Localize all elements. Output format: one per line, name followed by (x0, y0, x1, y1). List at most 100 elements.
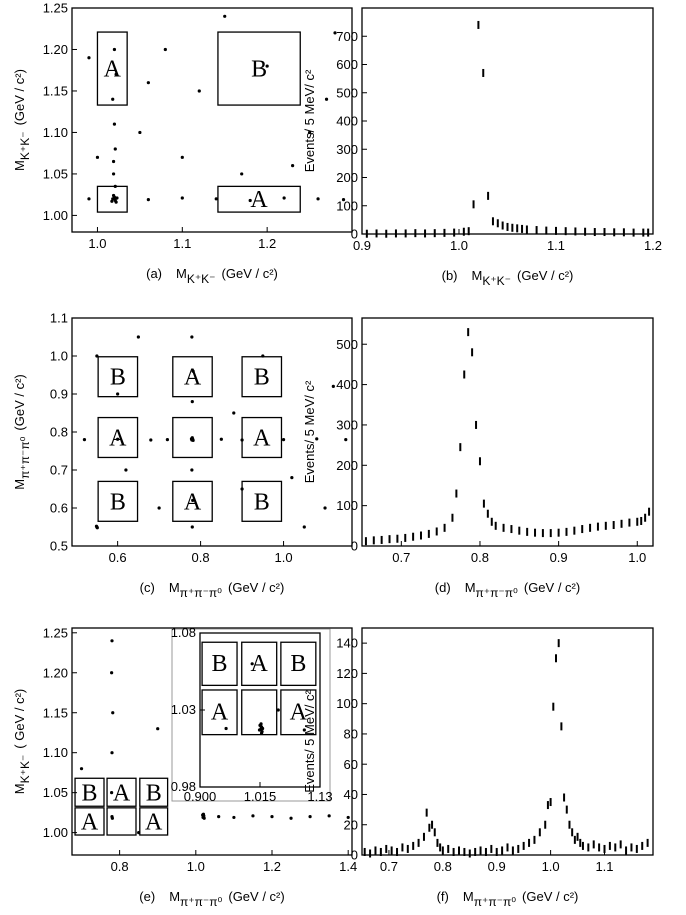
data-point (544, 820, 547, 829)
region-box (139, 777, 169, 807)
data-point (428, 823, 431, 832)
scatter-point (95, 155, 100, 159)
data-point (372, 536, 375, 545)
data-point (484, 847, 487, 856)
axis-unit: (GeV / c²) (522, 889, 578, 904)
scatter-point (87, 56, 91, 60)
data-point (439, 843, 442, 852)
data-point (396, 534, 399, 543)
panel-label: (e) (139, 889, 155, 904)
scatter-point (261, 726, 265, 731)
axis-subscript: π⁺π⁻π⁰ (474, 895, 517, 909)
scatter-point (146, 81, 150, 85)
data-point (417, 838, 420, 847)
scatter-point (281, 438, 286, 442)
data-point (380, 535, 383, 544)
x-tick-label: 1.1 (595, 859, 613, 874)
data-point (614, 843, 617, 852)
data-point (516, 224, 519, 233)
axis-title: M (465, 580, 476, 595)
data-point (573, 835, 576, 844)
data-point (401, 843, 404, 852)
y-tick-label: 120 (336, 666, 358, 681)
data-point (363, 847, 366, 856)
y-tick-label: 500 (336, 85, 358, 100)
y-tick-label: 80 (344, 726, 358, 741)
y-tick-label: 700 (336, 29, 358, 44)
data-point (385, 229, 388, 238)
scatter-point (191, 498, 195, 502)
region-box (217, 31, 301, 106)
xlabel: (f) Mπ⁺π⁻π⁰ (GeV / c²) (437, 889, 579, 909)
xlabel: (e) Mπ⁺π⁻π⁰ (GeV / c²) (139, 889, 284, 909)
scatter-point (344, 438, 348, 442)
region-box (217, 185, 301, 213)
y-tick-label: 1.10 (43, 125, 68, 140)
y-tick-label: 300 (336, 142, 358, 157)
region-label: A (104, 57, 122, 83)
data-point (436, 838, 439, 847)
y-tick-label: 0 (351, 539, 358, 554)
panel-label: (b) (442, 268, 458, 283)
axis-unit: (GeV / c²) (517, 268, 573, 283)
data-point (375, 229, 378, 238)
data-point (479, 846, 482, 855)
x-tick-label: 1.13 (307, 789, 332, 804)
data-point (635, 844, 638, 853)
scatter-point (240, 487, 244, 491)
data-point (620, 519, 623, 528)
data-point (533, 835, 536, 844)
data-point (475, 420, 478, 429)
data-point (584, 227, 587, 236)
data-point (565, 805, 568, 814)
region-label: A (250, 187, 268, 213)
x-tick-label: 1.1 (173, 236, 191, 251)
x-tick-label: 1.0 (542, 859, 560, 874)
data-point (593, 228, 596, 237)
data-point (394, 229, 397, 238)
y-tick-label: 60 (344, 757, 358, 772)
data-point (506, 843, 509, 852)
region-box (97, 480, 139, 522)
region-label: A (211, 699, 229, 725)
scatter-point (180, 196, 184, 200)
data-point (526, 527, 529, 536)
data-point (581, 841, 584, 850)
data-point (404, 533, 407, 542)
y-tick-label: 200 (336, 458, 358, 473)
y-tick-label: 1.08 (171, 625, 196, 640)
scatter-point (290, 476, 294, 480)
scatter-point (302, 525, 306, 529)
ylabel: Events/ 5 MeV/ c² (302, 69, 317, 172)
data-point (390, 846, 393, 855)
data-point (496, 219, 499, 228)
scatter-point (110, 671, 114, 675)
x-tick-label: 0.900 (184, 789, 217, 804)
axis-subscript: K⁺K⁻ (18, 755, 32, 784)
region-label: A (145, 809, 163, 835)
x-tick-label: 0.6 (109, 550, 127, 565)
scatter-point (165, 438, 170, 442)
data-point (535, 226, 538, 235)
xlabel: (a) MK⁺K⁻ (GeV / c²) (146, 266, 278, 286)
region-box (172, 416, 213, 459)
data-point (636, 517, 639, 526)
scatter-point (110, 199, 114, 203)
data-point (404, 229, 407, 238)
data-point (552, 702, 555, 711)
scatter-point (341, 198, 346, 202)
data-point (538, 828, 541, 837)
scatter-point (82, 438, 87, 442)
data-point (425, 808, 428, 817)
region-box (97, 416, 139, 459)
data-point (525, 225, 528, 234)
data-point (462, 227, 465, 236)
region-label: A (81, 809, 99, 835)
plot-frame (71, 317, 353, 547)
scatter-point (248, 198, 252, 203)
plot-frame (361, 317, 654, 547)
data-point (477, 20, 480, 29)
scatter-point (115, 196, 119, 200)
y-tick-label: 40 (344, 787, 358, 802)
ylabel: Events/ 5 MeV/ c² (302, 380, 317, 483)
